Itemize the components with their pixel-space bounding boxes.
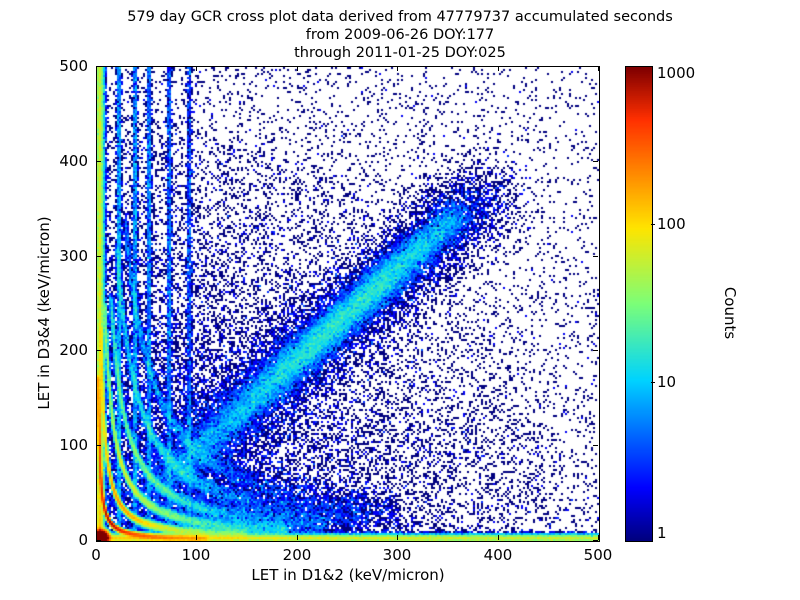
colorbar-tick-label-100: 100 — [657, 215, 686, 233]
density-heatmap — [97, 67, 599, 541]
x-tick-500 — [598, 535, 599, 540]
y-tick-label-300: 300 — [59, 247, 88, 265]
colorbar-tick-label-10: 10 — [657, 373, 677, 391]
x-tick-100 — [196, 535, 197, 540]
x-tick-label-0: 0 — [91, 546, 101, 564]
title-line-2: from 2009-06-26 DOY:177 — [305, 27, 495, 43]
y-tick-400 — [593, 161, 598, 162]
x-tick-500 — [598, 66, 599, 71]
colorbar-tick-10 — [651, 382, 655, 383]
x-tick-0 — [96, 535, 97, 540]
x-tick-200 — [297, 66, 298, 71]
x-tick-label-500: 500 — [583, 546, 613, 564]
x-tick-400 — [498, 66, 499, 71]
y-tick-200 — [593, 350, 598, 351]
colorbar-tick-label-1000: 1000 — [657, 64, 696, 82]
x-tick-100 — [196, 66, 197, 71]
colorbar — [625, 66, 653, 542]
y-axis-label: LET in D3&4 (keV/micron) — [35, 216, 53, 410]
x-tick-0 — [96, 66, 97, 71]
y-tick-label-400: 400 — [59, 152, 88, 170]
y-tick-label-100: 100 — [59, 436, 88, 454]
plot-title: 579 day GCR cross plot data derived from… — [0, 8, 800, 62]
colorbar-label: Counts — [721, 286, 739, 340]
x-tick-label-400: 400 — [483, 546, 513, 564]
title-line-1: 579 day GCR cross plot data derived from… — [127, 9, 673, 25]
y-tick-300 — [96, 256, 101, 257]
y-tick-label-0: 0 — [78, 531, 88, 549]
y-tick-0 — [96, 540, 101, 541]
x-tick-label-100: 100 — [181, 546, 211, 564]
x-tick-label-300: 300 — [382, 546, 412, 564]
y-tick-500 — [96, 66, 101, 67]
colorbar-gradient — [626, 67, 652, 541]
y-tick-label-200: 200 — [59, 341, 88, 359]
x-tick-400 — [498, 535, 499, 540]
colorbar-tick-label-1: 1 — [657, 524, 667, 542]
x-axis-label: LET in D1&2 (keV/micron) — [251, 566, 445, 584]
y-tick-300 — [593, 256, 598, 257]
x-tick-label-200: 200 — [282, 546, 312, 564]
y-tick-100 — [96, 445, 101, 446]
y-tick-100 — [593, 445, 598, 446]
x-tick-300 — [397, 535, 398, 540]
colorbar-tick-100 — [651, 224, 655, 225]
y-tick-200 — [96, 350, 101, 351]
plot-axes-frame — [96, 66, 600, 542]
title-line-3: through 2011-01-25 DOY:025 — [294, 45, 506, 61]
y-tick-400 — [96, 161, 101, 162]
y-tick-label-500: 500 — [59, 57, 88, 75]
y-tick-500 — [593, 66, 598, 67]
x-tick-200 — [297, 535, 298, 540]
y-tick-0 — [593, 540, 598, 541]
x-tick-300 — [397, 66, 398, 71]
